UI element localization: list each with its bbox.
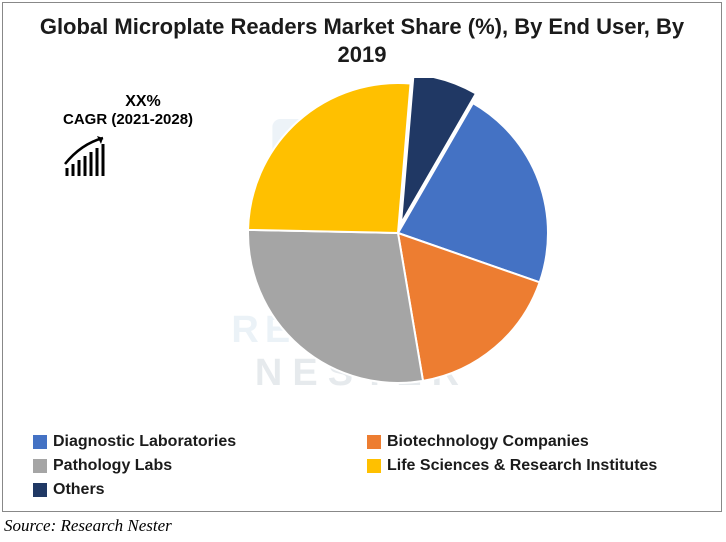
pie-slice xyxy=(248,83,411,233)
legend-swatch xyxy=(33,483,47,497)
legend-item: Others xyxy=(33,481,357,499)
legend-swatch xyxy=(33,459,47,473)
legend-item: Biotechnology Companies xyxy=(367,433,691,451)
growth-arrow-icon xyxy=(63,134,123,178)
cagr-label: CAGR (2021-2028) xyxy=(63,111,223,128)
source-citation: Source: Research Nester xyxy=(0,514,726,536)
legend-label: Others xyxy=(53,481,105,499)
legend: Diagnostic Laboratories Biotechnology Com… xyxy=(33,433,691,499)
legend-item: Life Sciences & Research Institutes xyxy=(367,457,691,475)
pie-slice xyxy=(248,230,423,383)
pie-chart xyxy=(243,78,553,388)
legend-swatch xyxy=(367,459,381,473)
legend-label: Life Sciences & Research Institutes xyxy=(387,457,657,475)
legend-item: Pathology Labs xyxy=(33,457,357,475)
cagr-percent: XX% xyxy=(63,93,223,111)
legend-label: Pathology Labs xyxy=(53,457,172,475)
cagr-block: XX% CAGR (2021-2028) xyxy=(63,93,223,183)
legend-swatch xyxy=(33,435,47,449)
chart-frame: RESEARCH NESTER Global Microplate Reader… xyxy=(2,2,722,512)
legend-swatch xyxy=(367,435,381,449)
legend-item: Diagnostic Laboratories xyxy=(33,433,357,451)
legend-label: Diagnostic Laboratories xyxy=(53,433,236,451)
chart-title: Global Microplate Readers Market Share (… xyxy=(3,3,721,72)
legend-label: Biotechnology Companies xyxy=(387,433,589,451)
